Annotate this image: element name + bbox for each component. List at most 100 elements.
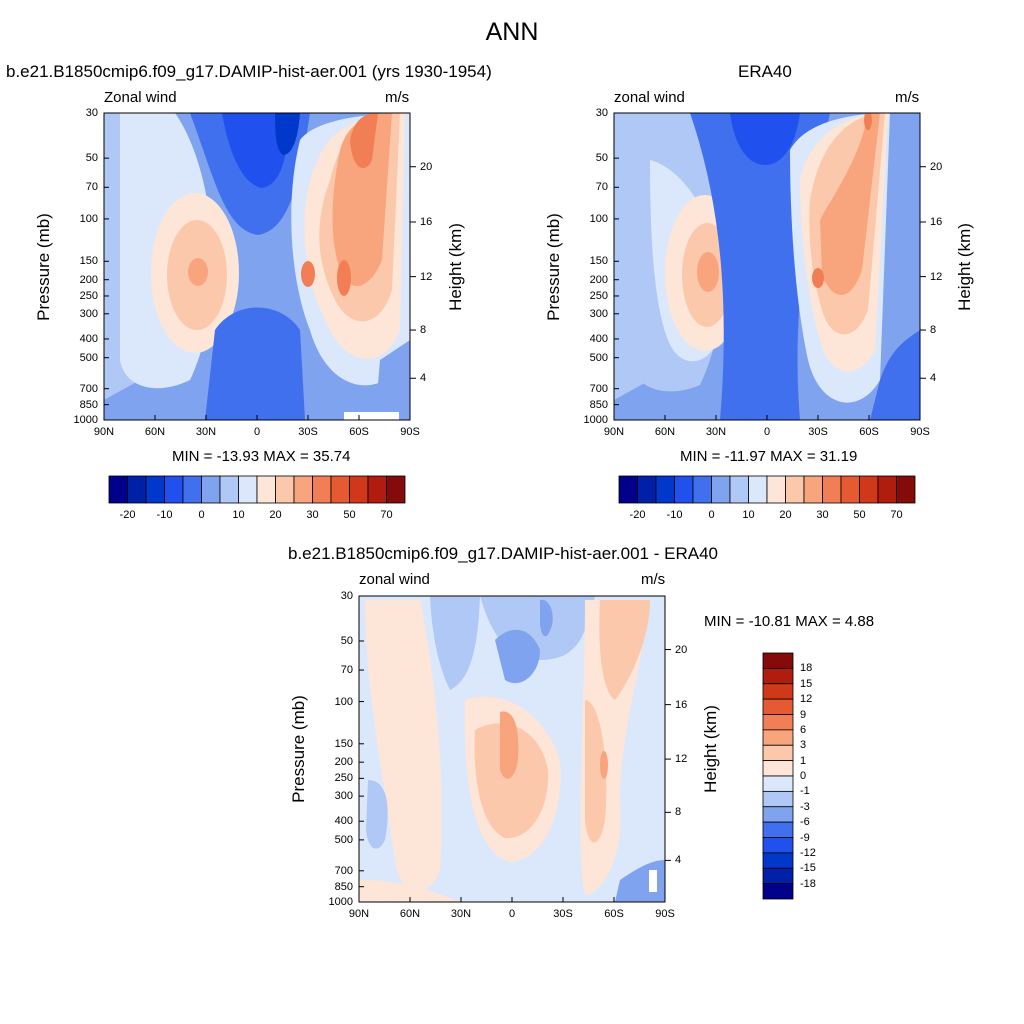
- colorbar-panel2-label: 50: [853, 509, 866, 521]
- tick-marks: [103, 112, 926, 903]
- colorbar-panel2-swatch: [766, 475, 786, 504]
- panel3-ztick-label: 8: [675, 806, 682, 819]
- panel3-xtick-label: 90N: [348, 908, 370, 920]
- colorbar-panel2-swatch: [637, 475, 657, 504]
- panel2-ytick-label: 850: [589, 398, 608, 411]
- colorbar-panel2-swatch: [840, 475, 860, 504]
- panel2-xtick-label: 90N: [603, 426, 625, 438]
- panel2-ytick-label: 200: [589, 273, 608, 286]
- panel1-ytick-label: 700: [79, 382, 98, 395]
- panel1-ytick-label: 150: [79, 255, 98, 268]
- colorbar-diff-swatch: [762, 837, 794, 854]
- panel3-xtick-label: 60N: [399, 908, 421, 920]
- panel2-ytick-label: 1000: [583, 414, 608, 426]
- colorbar-panel1-label: -20: [119, 509, 136, 521]
- colorbar-panel1-swatch: [238, 475, 258, 504]
- colorbar-panel2-swatch: [674, 475, 694, 504]
- panel3-ytick-label: 700: [334, 864, 353, 877]
- colorbar-diff-swatch: [762, 821, 794, 838]
- panel2-contours: [614, 113, 920, 420]
- panel3-variable-label: zonal wind: [359, 571, 430, 588]
- colorbar-panel1-swatch: [330, 475, 350, 504]
- panel2-ytick-label: 400: [589, 332, 608, 345]
- colorbar-diff-label: -9: [800, 831, 810, 844]
- colorbar-diff-label: -3: [800, 800, 810, 813]
- panel3-minmax: MIN = -10.81 MAX = 4.88: [704, 613, 875, 630]
- panel3-ztick-label: 20: [675, 643, 688, 656]
- panel2-ytick-label: 100: [589, 212, 608, 225]
- colorbar-panel2-swatch: [785, 475, 805, 504]
- panel2-ytick-label: 50: [595, 152, 608, 165]
- panel2-units-label: m/s: [895, 89, 920, 106]
- panel2-ztick-label: 12: [930, 270, 943, 283]
- panel1-ytick-label: 400: [79, 332, 98, 345]
- panel1-ztick-label: 20: [420, 160, 433, 173]
- colorbar-panel2-label: 20: [779, 509, 792, 521]
- panel3-ytick-label: 300: [334, 790, 353, 803]
- panel1-units-label: m/s: [385, 89, 410, 106]
- colorbar-diff-swatch: [762, 652, 794, 669]
- colorbar-panel2-swatch: [729, 475, 749, 504]
- panel3-units-label: m/s: [641, 571, 666, 588]
- panel3-ytick-label: 50: [340, 634, 353, 647]
- colorbar-panel1-swatch: [256, 475, 276, 504]
- colorbar-panel1-swatch: [349, 475, 369, 504]
- colorbar-panel1-swatch: [275, 475, 295, 504]
- colorbar-panel2-label: 30: [816, 509, 829, 521]
- panel1-ztick-label: 4: [420, 372, 427, 385]
- colorbar-panel1-label: 30: [306, 509, 319, 521]
- panel2-ytick-label: 150: [589, 255, 608, 268]
- colorbar-diff-swatch: [762, 760, 794, 777]
- panel3-ytick-label: 200: [334, 756, 353, 769]
- colorbar-panel1-swatch: [108, 475, 128, 504]
- panel1-xtick-label: 90N: [93, 426, 115, 438]
- panel1-ytick-label: 1000: [73, 414, 98, 426]
- panel2-xtick-label: 30S: [808, 426, 828, 438]
- panel2-ztick-label: 20: [930, 160, 943, 173]
- colorbar-panel1-swatch: [293, 475, 313, 504]
- panel1-ztick-label: 8: [420, 324, 427, 337]
- colorbar-diff-label: 1: [800, 754, 807, 767]
- panel1-xtick-label: 60S: [349, 426, 369, 438]
- colorbar-diff-label: 0: [800, 770, 807, 782]
- panel3-xtick-label: 30N: [450, 908, 472, 920]
- colorbar-panel1-label: 70: [380, 509, 393, 521]
- panel1-xtick-label: 0: [253, 426, 261, 438]
- panel1-ytick-label: 200: [79, 273, 98, 286]
- panel3-ytick-label: 250: [334, 772, 353, 785]
- colorbar-diff-label: 12: [800, 693, 813, 706]
- colorbar-diff-swatch: [762, 806, 794, 823]
- colorbar-diff-label: -18: [800, 877, 816, 890]
- colorbar-panel2-label: 0: [708, 509, 715, 521]
- colorbar-diff-label: -15: [800, 862, 816, 875]
- panel3-ztick-label: 12: [675, 753, 688, 766]
- panel1-xtick-label: 30N: [195, 426, 217, 438]
- colorbar-panel1-label: 20: [269, 509, 282, 521]
- panel1-variable-label: Zonal wind: [104, 89, 177, 106]
- panel1-minmax: MIN = -13.93 MAX = 35.74: [172, 448, 351, 465]
- panel1-xtick-label: 30S: [298, 426, 318, 438]
- colorbar-panel1-swatch: [386, 475, 406, 504]
- panel2-ytick-label: 500: [589, 351, 608, 364]
- colorbar-panel1-label: 10: [232, 509, 245, 521]
- colorbar-diff: [762, 652, 794, 900]
- colorbar-panel2-swatch: [859, 475, 879, 504]
- colorbar-diff-label: 9: [800, 708, 807, 721]
- panel3-ytick-label: 150: [334, 737, 353, 750]
- colorbar-diff-swatch: [762, 744, 794, 762]
- colorbar-panel1-swatch: [182, 475, 202, 504]
- panel1-ytick-label: 500: [79, 351, 98, 364]
- panel1-ytick-label: 850: [79, 398, 98, 411]
- panel3-ytick-label: 850: [334, 880, 353, 893]
- colorbar-diff-label: 6: [800, 723, 807, 736]
- colorbar-panel2-swatch: [803, 475, 823, 504]
- panel3-ztick-label: 16: [675, 698, 688, 711]
- panel3-xtick-label: 0: [508, 908, 516, 920]
- colorbar-panel1-swatch: [164, 475, 184, 504]
- panel2-ztick-label: 8: [930, 324, 937, 337]
- colorbar-diff-label: -6: [800, 816, 810, 829]
- colorbar-panel1-swatch: [367, 475, 387, 504]
- panel3-ztick-label: 4: [675, 854, 682, 867]
- panel2-xtick-label: 60N: [654, 426, 676, 438]
- colorbar-panel2-label: 10: [742, 509, 755, 521]
